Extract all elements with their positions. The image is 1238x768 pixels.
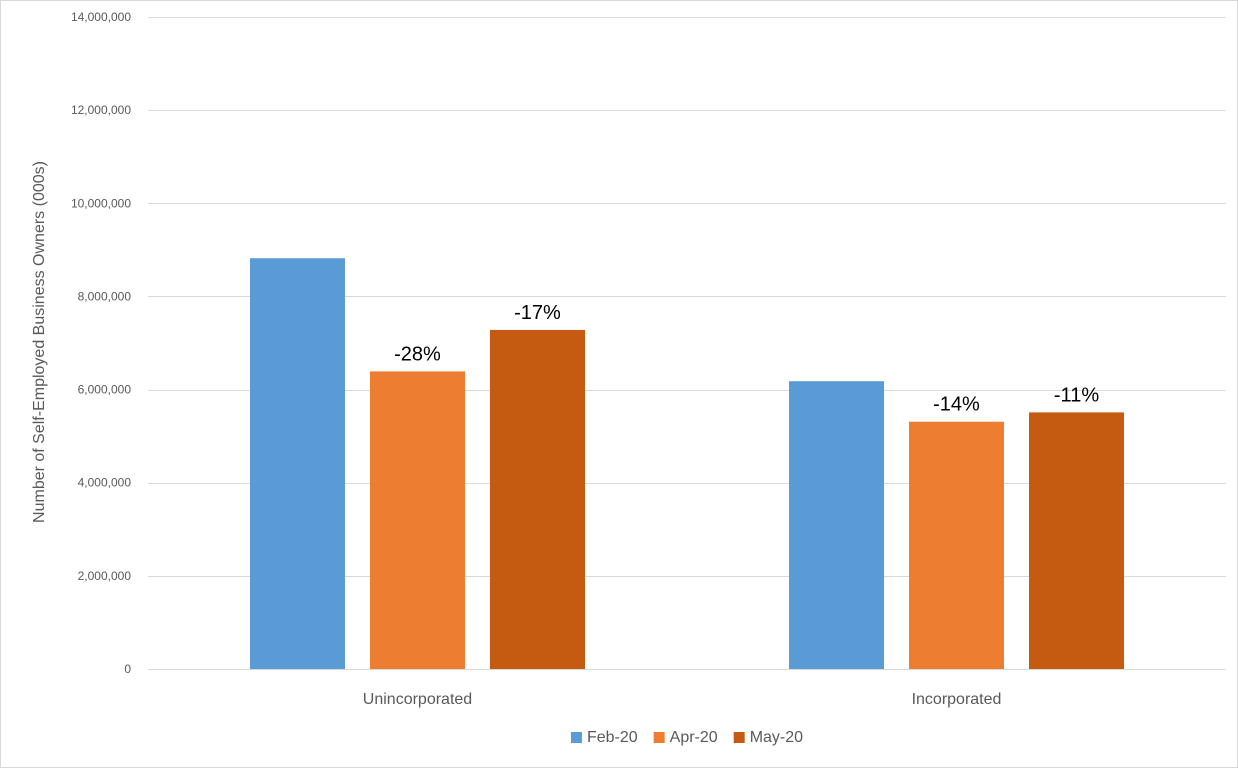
bars [250, 258, 1124, 669]
y-axis-ticks: 0 2,000,000 4,000,000 6,000,000 8,000,000 10,… [71, 10, 131, 676]
legend: Feb-20 Apr-20 May-20 [570, 729, 803, 746]
x-axis-categories: Unincorporated Incorporated [363, 691, 1002, 708]
legend-swatch [570, 732, 582, 743]
bar-may-20-incorporated [1029, 412, 1124, 669]
legend-swatch [653, 732, 665, 743]
legend-item: Feb-20 [570, 729, 638, 746]
bar-feb-20-incorporated [789, 381, 884, 669]
y-tick-label: 10,000,000 [71, 196, 131, 210]
data-label: -17% [514, 302, 561, 324]
x-category-label: Unincorporated [363, 691, 472, 708]
y-tick-label: 8,000,000 [78, 289, 132, 303]
legend-item: May-20 [733, 729, 803, 746]
data-label: -11% [1054, 384, 1099, 406]
bar-may-20-unincorporated [490, 329, 585, 669]
data-label: -14% [933, 394, 980, 416]
y-tick-label: 4,000,000 [78, 476, 132, 490]
bar-feb-20-unincorporated [250, 258, 345, 669]
legend-swatch [733, 732, 745, 743]
legend-label: Apr-20 [670, 729, 718, 746]
bar-apr-20-incorporated [909, 421, 1004, 669]
data-labels: -28% -17% -14% -11% [394, 302, 1099, 416]
y-tick-label: 6,000,000 [78, 383, 132, 397]
y-tick-label: 0 [124, 662, 131, 676]
bar-apr-20-unincorporated [370, 371, 465, 669]
y-tick-label: 14,000,000 [71, 10, 131, 24]
y-tick-label: 2,000,000 [78, 569, 132, 583]
y-axis-title: Number of Self-Employed Business Owners … [31, 161, 48, 523]
data-label: -28% [394, 343, 441, 365]
y-tick-label: 12,000,000 [71, 103, 131, 117]
legend-label: May-20 [750, 729, 803, 746]
x-category-label: Incorporated [912, 691, 1002, 708]
legend-label: Feb-20 [587, 729, 638, 746]
legend-item: Apr-20 [653, 729, 718, 746]
